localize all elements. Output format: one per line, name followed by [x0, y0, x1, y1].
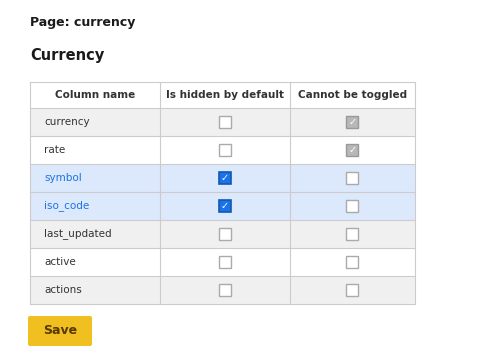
Text: Currency: Currency [30, 48, 104, 63]
FancyBboxPatch shape [219, 144, 231, 156]
Text: actions: actions [44, 285, 82, 295]
FancyBboxPatch shape [346, 116, 358, 128]
FancyBboxPatch shape [30, 248, 415, 276]
FancyBboxPatch shape [219, 172, 231, 184]
FancyBboxPatch shape [219, 284, 231, 296]
Text: iso_code: iso_code [44, 201, 89, 211]
FancyBboxPatch shape [346, 144, 358, 156]
Text: ✓: ✓ [348, 146, 357, 155]
FancyBboxPatch shape [30, 192, 415, 220]
Text: currency: currency [44, 117, 90, 127]
FancyBboxPatch shape [346, 284, 358, 296]
FancyBboxPatch shape [219, 200, 231, 212]
Text: last_updated: last_updated [44, 229, 112, 239]
Text: ✓: ✓ [221, 173, 229, 183]
Text: rate: rate [44, 145, 65, 155]
FancyBboxPatch shape [346, 200, 358, 212]
Text: symbol: symbol [44, 173, 82, 183]
FancyBboxPatch shape [30, 164, 415, 192]
FancyBboxPatch shape [30, 220, 415, 248]
Text: ✓: ✓ [348, 118, 357, 127]
Text: active: active [44, 257, 76, 267]
FancyBboxPatch shape [346, 228, 358, 240]
Text: Save: Save [43, 325, 77, 337]
FancyBboxPatch shape [30, 276, 415, 304]
FancyBboxPatch shape [346, 172, 358, 184]
FancyBboxPatch shape [346, 256, 358, 268]
FancyBboxPatch shape [219, 116, 231, 128]
Text: Cannot be toggled: Cannot be toggled [298, 90, 407, 100]
FancyBboxPatch shape [30, 108, 415, 136]
Text: Page: currency: Page: currency [30, 16, 135, 29]
FancyBboxPatch shape [30, 136, 415, 164]
FancyBboxPatch shape [30, 82, 415, 108]
Text: Is hidden by default: Is hidden by default [166, 90, 284, 100]
FancyBboxPatch shape [219, 228, 231, 240]
FancyBboxPatch shape [219, 256, 231, 268]
Text: ✓: ✓ [221, 201, 229, 211]
Text: Column name: Column name [55, 90, 135, 100]
FancyBboxPatch shape [28, 316, 92, 346]
